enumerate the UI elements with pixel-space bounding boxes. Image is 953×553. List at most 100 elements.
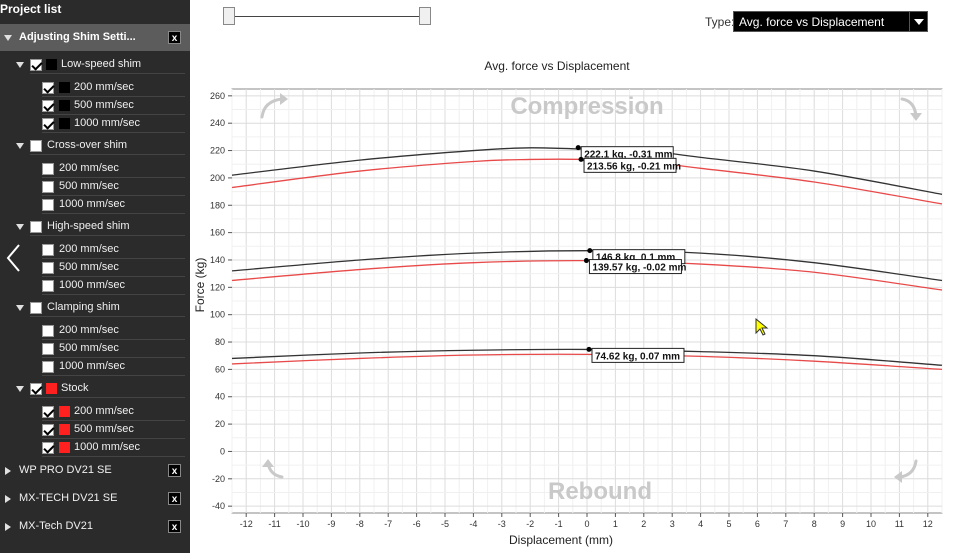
tree-item[interactable]: 200 mm/sec xyxy=(0,79,190,97)
expand-triangle-icon[interactable] xyxy=(5,467,11,475)
color-swatch[interactable] xyxy=(59,442,70,453)
item-checkbox[interactable] xyxy=(42,100,54,112)
group-checkbox[interactable] xyxy=(30,140,42,152)
tree-item[interactable]: 1000 mm/sec xyxy=(0,277,190,295)
row-divider xyxy=(30,73,185,74)
range-slider[interactable] xyxy=(223,6,431,26)
item-checkbox[interactable] xyxy=(42,406,54,418)
project-label: MX-Tech DV21 xyxy=(19,520,93,532)
series-line xyxy=(231,353,943,371)
item-checkbox[interactable] xyxy=(42,442,54,454)
close-project-button[interactable]: x xyxy=(168,520,181,533)
x-tick-label: 0 xyxy=(584,519,589,529)
item-label: 1000 mm/sec xyxy=(59,360,126,372)
expand-triangle-icon[interactable] xyxy=(16,386,24,392)
x-tick-label: 12 xyxy=(923,519,933,529)
item-label: 200 mm/sec xyxy=(74,405,134,417)
close-project-button[interactable]: x xyxy=(168,492,181,505)
project-item[interactable]: WP PRO DV21 SE x xyxy=(0,458,190,484)
range-slider-min-handle[interactable] xyxy=(223,7,235,25)
expand-triangle-icon[interactable] xyxy=(16,62,24,68)
tree-group[interactable]: Clamping shim xyxy=(0,299,190,317)
tree-item[interactable]: 1000 mm/sec xyxy=(0,358,190,376)
item-checkbox[interactable] xyxy=(42,118,54,130)
item-checkbox[interactable] xyxy=(42,82,54,94)
item-label: 200 mm/sec xyxy=(59,162,119,174)
row-divider xyxy=(42,357,185,358)
expand-triangle-icon[interactable] xyxy=(5,495,11,503)
curved-arrow-icon xyxy=(260,97,284,119)
project-item[interactable]: MX-TECH DV21 SE x xyxy=(0,486,190,512)
tree-item[interactable]: 200 mm/sec xyxy=(0,403,190,421)
project-item[interactable]: MX-Tech DV21 x xyxy=(0,514,190,540)
item-checkbox[interactable] xyxy=(42,325,54,337)
data-point-marker xyxy=(575,145,581,151)
expand-triangle-icon[interactable] xyxy=(4,35,12,41)
item-checkbox[interactable] xyxy=(42,280,54,292)
item-checkbox[interactable] xyxy=(42,361,54,373)
data-point-marker xyxy=(587,248,593,254)
tree-group[interactable]: Stock xyxy=(0,380,190,398)
x-tick-label: 4 xyxy=(698,519,703,529)
chevron-down-icon[interactable] xyxy=(909,12,927,31)
y-tick-label: 240 xyxy=(210,118,225,128)
group-checkbox[interactable] xyxy=(30,383,42,395)
tree-group[interactable]: High-speed shim xyxy=(0,218,190,236)
chevron-left-icon[interactable] xyxy=(4,243,24,273)
x-tick-label: 11 xyxy=(895,519,904,529)
tree-item[interactable]: 1000 mm/sec xyxy=(0,196,190,214)
item-checkbox[interactable] xyxy=(42,262,54,274)
tree-item[interactable]: 1000 mm/sec xyxy=(0,115,190,133)
color-swatch[interactable] xyxy=(46,59,57,70)
expand-triangle-icon[interactable] xyxy=(16,305,24,311)
close-project-button[interactable]: x xyxy=(168,464,181,477)
row-divider xyxy=(42,96,185,97)
row-divider xyxy=(42,456,185,457)
expand-triangle-icon[interactable] xyxy=(16,224,24,230)
color-swatch[interactable] xyxy=(59,406,70,417)
group-checkbox[interactable] xyxy=(30,302,42,314)
color-swatch[interactable] xyxy=(46,383,57,394)
item-checkbox[interactable] xyxy=(42,163,54,175)
tree-item[interactable]: 500 mm/sec xyxy=(0,259,190,277)
tree-item[interactable]: 500 mm/sec xyxy=(0,421,190,439)
close-project-button[interactable]: x xyxy=(168,31,181,44)
group-checkbox[interactable] xyxy=(30,59,42,71)
row-divider xyxy=(42,339,185,340)
chart-type-dropdown[interactable]: Avg. force vs Displacement xyxy=(733,11,928,32)
tree-group[interactable]: Cross-over shim xyxy=(0,137,190,155)
x-tick-label: 2 xyxy=(641,519,646,529)
item-label: 1000 mm/sec xyxy=(59,279,126,291)
tree-item[interactable]: 200 mm/sec xyxy=(0,322,190,340)
data-label: 146.8 kg, 0.1 mm xyxy=(596,253,676,264)
tree-item[interactable]: 500 mm/sec xyxy=(0,340,190,358)
curved-arrow-icon xyxy=(898,459,918,479)
item-checkbox[interactable] xyxy=(42,343,54,355)
item-checkbox[interactable] xyxy=(42,424,54,436)
tree-item[interactable]: 500 mm/sec xyxy=(0,97,190,115)
expand-triangle-icon[interactable] xyxy=(5,523,11,531)
expand-triangle-icon[interactable] xyxy=(16,143,24,149)
tree-item[interactable]: 200 mm/sec xyxy=(0,241,190,259)
group-checkbox[interactable] xyxy=(30,221,42,233)
active-project-header[interactable]: Adjusting Shim Setti... x xyxy=(0,24,190,51)
tree-item[interactable]: 200 mm/sec xyxy=(0,160,190,178)
item-checkbox[interactable] xyxy=(42,181,54,193)
item-checkbox[interactable] xyxy=(42,244,54,256)
color-swatch[interactable] xyxy=(59,82,70,93)
y-axis-label: Force (kg) xyxy=(193,258,207,313)
row-divider xyxy=(30,397,185,398)
y-tick-label: 80 xyxy=(215,337,225,347)
tree-item[interactable]: 500 mm/sec xyxy=(0,178,190,196)
color-swatch[interactable] xyxy=(59,424,70,435)
color-swatch[interactable] xyxy=(59,118,70,129)
x-tick-label: 9 xyxy=(840,519,845,529)
color-swatch[interactable] xyxy=(59,100,70,111)
row-divider xyxy=(42,438,185,439)
item-label: 200 mm/sec xyxy=(59,243,119,255)
tree-item[interactable]: 1000 mm/sec xyxy=(0,439,190,457)
item-checkbox[interactable] xyxy=(42,199,54,211)
range-slider-max-handle[interactable] xyxy=(419,7,431,25)
tree-group[interactable]: Low-speed shim xyxy=(0,56,190,74)
